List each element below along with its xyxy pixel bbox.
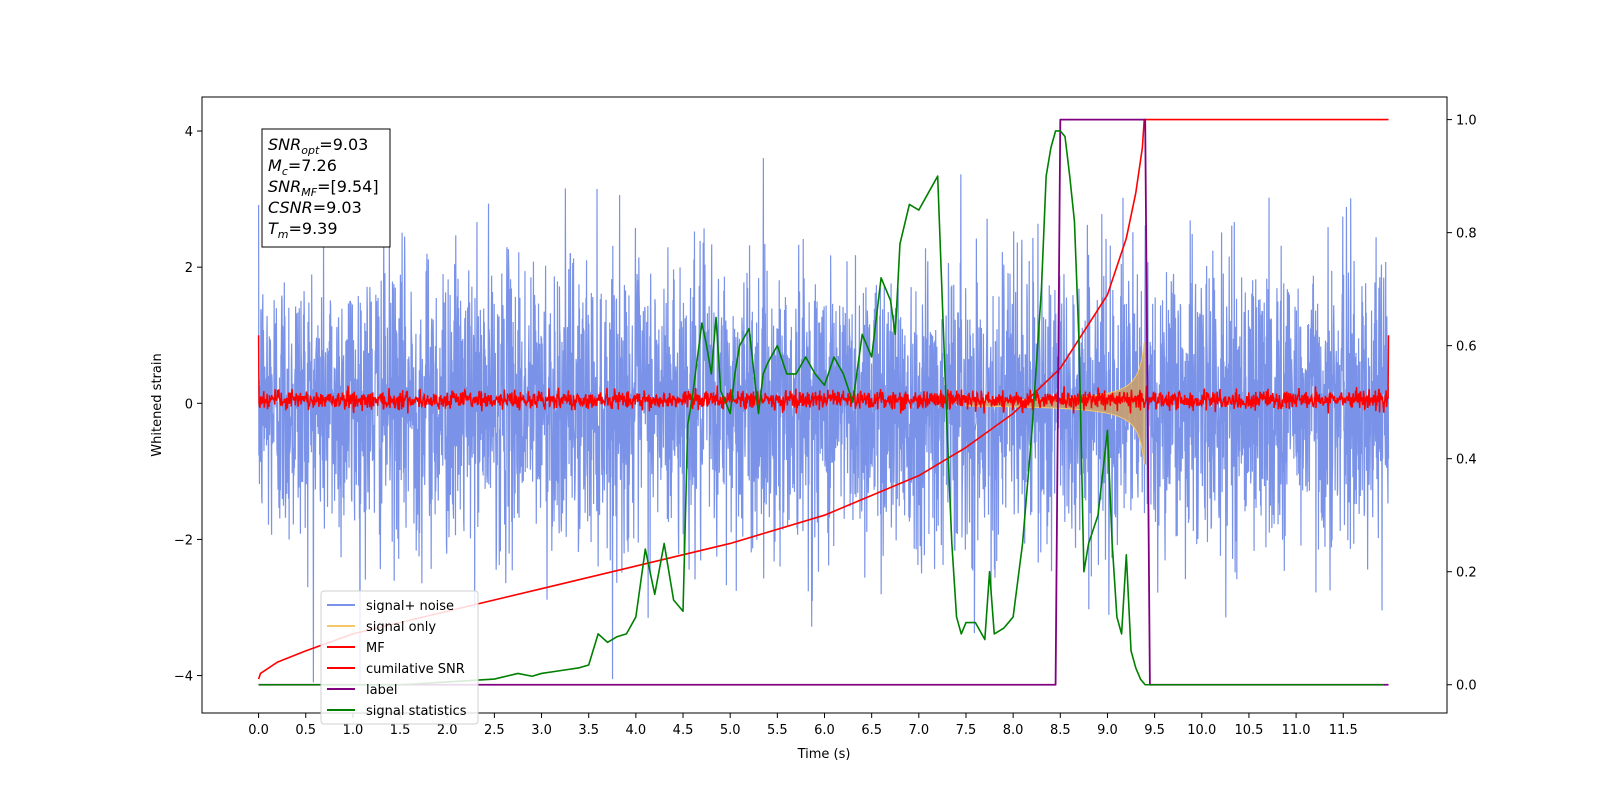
x-tick-label: 1.5 <box>390 723 411 738</box>
x-tick-label: 9.0 <box>1097 723 1118 738</box>
y-axis-left: 4 2 0 −2 −4 <box>174 125 202 685</box>
x-tick-label: 11.5 <box>1329 723 1358 738</box>
legend-label: signal+ noise <box>366 599 454 614</box>
annotation-value: =9.03 <box>313 198 362 217</box>
y-left-tick-label: 0 <box>185 397 193 412</box>
y-left-tick-label: 4 <box>185 125 193 140</box>
x-tick-label: 8.0 <box>1003 723 1024 738</box>
annotation-subscript: opt <box>301 144 320 157</box>
annotation-subscript: m <box>278 228 289 241</box>
annotation-value: =9.39 <box>289 219 338 238</box>
x-tick-label: 6.0 <box>814 723 835 738</box>
annotation-symbol: M <box>268 156 282 175</box>
stats-annotation-box: SNRopt=9.03Mc=7.26SNRMF=[9.54]CSNR=9.03T… <box>261 128 391 248</box>
x-tick-label: 8.5 <box>1050 723 1071 738</box>
x-tick-label: 2.0 <box>437 723 458 738</box>
y-left-tick-label: −4 <box>174 670 193 685</box>
annotation-line: SNRMF=[9.54] <box>268 177 379 199</box>
legend-label: signal only <box>366 620 436 635</box>
annotation-symbol: T <box>268 219 279 238</box>
x-tick-label: 1.0 <box>343 723 364 738</box>
x-tick-label: 7.5 <box>956 723 977 738</box>
annotation-line: CSNR=9.03 <box>268 198 362 217</box>
series-signal-statistics <box>258 130 1384 686</box>
y-left-tick-label: −2 <box>174 533 193 548</box>
x-tick-label: 5.5 <box>767 723 788 738</box>
x-tick-label: 3.0 <box>531 723 552 738</box>
x-tick-label: 6.5 <box>861 723 882 738</box>
x-axis: 0.0 0.5 1.0 1.5 2.0 2.5 3.0 3.5 4.0 4.5 5.0 5.5 6.0 6… <box>248 713 1358 738</box>
x-tick-label: 10.0 <box>1187 723 1216 738</box>
legend: signal+ noise signal only MF cumilative SNR… <box>320 590 479 725</box>
y-right-tick-label: 0.0 <box>1456 679 1477 694</box>
x-tick-label: 0.0 <box>248 723 269 738</box>
y-right-tick-label: 1.0 <box>1456 114 1477 129</box>
x-tick-label: 9.5 <box>1144 723 1165 738</box>
y-right-tick-label: 0.2 <box>1456 566 1477 581</box>
legend-label: cumilative SNR <box>366 662 465 677</box>
annotation-value: =9.03 <box>319 135 368 154</box>
series-layer <box>257 118 1390 686</box>
annotation-value: =7.26 <box>288 156 337 175</box>
y-right-tick-label: 0.4 <box>1456 453 1477 468</box>
y-axis-label: Whitened strain <box>150 353 165 456</box>
annotation-line: Tm=9.39 <box>268 219 338 241</box>
legend-label: MF <box>366 641 385 656</box>
annotation-frame <box>261 128 391 248</box>
x-tick-label: 11.0 <box>1282 723 1311 738</box>
annotation-symbol: SNR <box>268 135 301 154</box>
legend-label: label <box>366 683 397 698</box>
annotation-line: Mc=7.26 <box>268 156 337 178</box>
series-mf <box>257 335 1390 414</box>
x-tick-label: 4.5 <box>673 723 694 738</box>
annotation-symbol: CSNR <box>268 198 313 217</box>
x-tick-label: 3.5 <box>578 723 599 738</box>
y-axis-right: 1.0 0.8 0.6 0.4 0.2 0.0 <box>1447 114 1477 694</box>
y-right-tick-label: 0.6 <box>1456 340 1477 355</box>
x-tick-label: 4.0 <box>626 723 647 738</box>
annotation-subscript: c <box>282 165 288 178</box>
series-signal-noise <box>257 158 1390 683</box>
x-tick-label: 5.0 <box>720 723 741 738</box>
x-axis-label: Time (s) <box>797 747 851 762</box>
annotation-subscript: MF <box>301 186 317 199</box>
annotation-line: SNRopt=9.03 <box>268 135 368 157</box>
legend-frame <box>320 590 479 725</box>
x-tick-label: 2.5 <box>484 723 505 738</box>
annotation-value: =[9.54] <box>317 177 379 196</box>
annotation-symbol: SNR <box>268 177 301 196</box>
x-tick-label: 7.0 <box>908 723 929 738</box>
x-tick-label: 10.5 <box>1234 723 1263 738</box>
x-tick-label: 0.5 <box>295 723 316 738</box>
y-left-tick-label: 2 <box>185 261 193 276</box>
legend-label: signal statistics <box>366 704 467 719</box>
y-right-tick-label: 0.8 <box>1456 227 1477 242</box>
